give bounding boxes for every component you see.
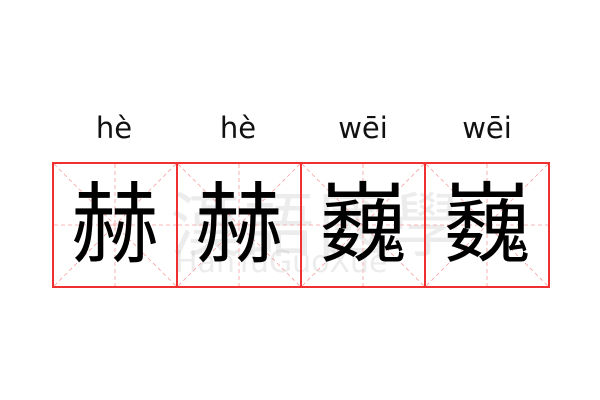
character-cell: 巍 [300,164,424,286]
character: 赫 [70,173,159,276]
guide-lines [54,164,176,286]
guide-lines [302,164,424,286]
character: 巍 [318,173,407,276]
character-cell: 巍 [424,164,548,286]
guide-lines [426,164,548,286]
pinyin-1: hè [95,111,133,145]
pinyin-3: wēi [338,111,388,145]
character-grid: 赫 赫 巍 巍 [52,162,550,288]
character-cell: 赫 [176,164,300,286]
pinyin-4: wēi [462,111,512,145]
pinyin-2: hè [219,111,257,145]
character: 赫 [194,173,283,276]
character: 巍 [442,173,531,276]
guide-lines [178,164,300,286]
character-cell: 赫 [54,164,176,286]
